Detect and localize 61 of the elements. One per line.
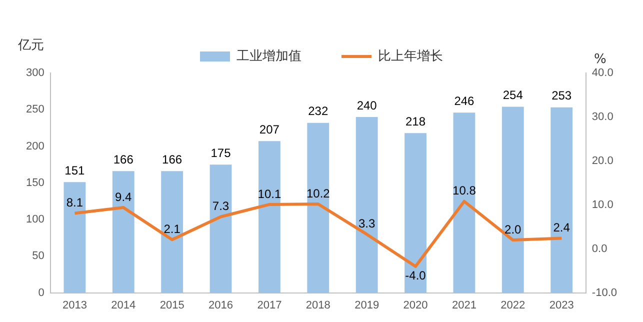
- data-label: 175: [210, 146, 232, 160]
- data-label: 9.4: [115, 190, 132, 204]
- data-label: 10.2: [306, 186, 330, 200]
- y-tick-label: 0: [38, 286, 44, 299]
- data-label: 232: [308, 104, 328, 118]
- bar: [112, 171, 134, 293]
- y2-axis-title: %: [594, 52, 606, 67]
- x-tick-label: 2014: [111, 299, 136, 312]
- data-label: 207: [259, 122, 280, 136]
- x-tick-label: 2022: [500, 299, 526, 312]
- data-label: 10.8: [452, 184, 476, 198]
- x-tick-label: 2020: [403, 299, 428, 312]
- y-tick-label: 300: [26, 67, 44, 80]
- bar: [502, 106, 524, 293]
- bar: [210, 164, 232, 293]
- x-tick-label: 2019: [354, 299, 380, 312]
- y2-tick-label: 20.0: [592, 154, 614, 167]
- x-tick-label: 2016: [208, 299, 234, 312]
- y-tick-label: 150: [26, 176, 44, 189]
- y-tick-label: 250: [26, 104, 44, 116]
- y2-tick-label: 0.0: [592, 242, 608, 255]
- bar: [404, 133, 426, 293]
- x-tick-label: 2017: [257, 299, 282, 312]
- bar: [64, 182, 86, 293]
- data-label: 166: [113, 152, 134, 166]
- y-tick-label: 100: [26, 214, 44, 226]
- y2-tick-label: -10.0: [592, 286, 618, 299]
- bar: [550, 107, 573, 293]
- data-label: 254: [502, 88, 524, 102]
- data-label: 3.3: [358, 216, 376, 231]
- x-tick-label: 2023: [549, 299, 574, 312]
- y2-tick-label: 10.0: [592, 198, 614, 211]
- data-label: 240: [356, 98, 378, 112]
- y-axis-title: 亿元: [18, 37, 44, 54]
- data-label: 2.4: [553, 220, 570, 235]
- data-label: -4.0: [405, 268, 426, 283]
- data-label: 253: [552, 88, 572, 103]
- y2-tick-label: 30.0: [592, 110, 614, 123]
- y-tick-label: 50: [32, 250, 44, 262]
- legend-label: 工业增加值: [236, 48, 302, 64]
- x-tick-label: 2013: [62, 299, 87, 312]
- data-label: 2.0: [504, 222, 522, 236]
- bar: [356, 116, 378, 293]
- bar: [453, 112, 476, 293]
- x-tick-label: 2021: [452, 299, 476, 312]
- data-label: 2.1: [164, 222, 181, 236]
- bar: [307, 122, 330, 293]
- data-label: 246: [454, 94, 475, 108]
- legend-label: 比上年增长: [378, 48, 443, 64]
- data-label: 151: [64, 163, 86, 178]
- data-label: 7.3: [212, 199, 230, 214]
- y-tick-label: 200: [26, 140, 44, 152]
- data-label: 10.1: [258, 186, 282, 201]
- x-tick-label: 2015: [160, 299, 184, 312]
- data-label: 166: [162, 152, 182, 166]
- data-label: 218: [406, 114, 426, 128]
- bar: [161, 171, 184, 293]
- x-tick-label: 2018: [306, 299, 330, 312]
- bar: [258, 141, 280, 293]
- y2-tick-label: 40.0: [592, 67, 614, 80]
- data-label: 8.1: [66, 196, 84, 210]
